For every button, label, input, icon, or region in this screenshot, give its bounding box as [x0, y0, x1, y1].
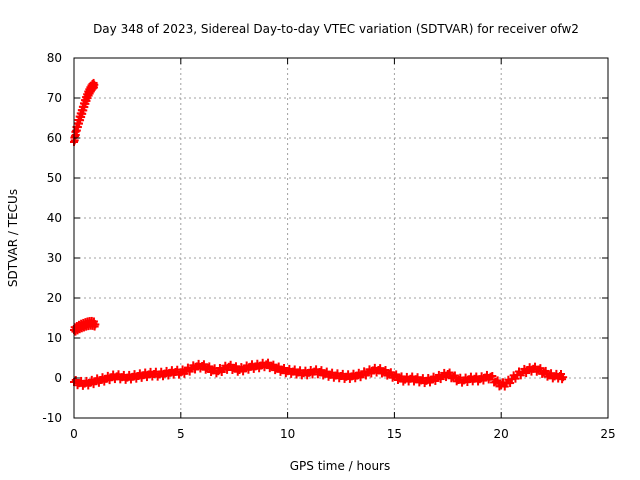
y-tick-label: 20	[47, 291, 62, 305]
x-tick-label: 25	[600, 427, 615, 441]
y-tick-label: 60	[47, 131, 62, 145]
x-tick-label: 0	[70, 427, 78, 441]
y-axis-label: SDTVAR / TECUs	[6, 189, 20, 287]
y-tick-label: 50	[47, 171, 62, 185]
x-tick-label: 20	[494, 427, 509, 441]
data-point-fill	[450, 371, 459, 380]
x-axis-label: GPS time / hours	[290, 459, 391, 473]
y-tick-label: 70	[47, 91, 62, 105]
x-tick-label: 10	[280, 427, 295, 441]
x-tick-label: 15	[387, 427, 402, 441]
data-point-fill	[493, 376, 502, 385]
chart-title: Day 348 of 2023, Sidereal Day-to-day VTE…	[93, 22, 579, 36]
x-tick-label: 5	[177, 427, 185, 441]
y-tick-label: -10	[42, 411, 62, 425]
y-tick-label: 10	[47, 331, 62, 345]
data-point	[90, 80, 99, 89]
plot-frame	[73, 57, 609, 419]
y-tick-label: 0	[54, 371, 62, 385]
y-tick-label: 80	[47, 51, 62, 65]
grid	[74, 58, 608, 418]
y-tick-label: 30	[47, 251, 62, 265]
data-points	[70, 78, 568, 391]
data-point-fill	[488, 372, 497, 380]
data-point-fill	[536, 364, 545, 373]
data-point	[91, 320, 100, 329]
data-point-fill	[445, 368, 454, 377]
y-tick-label: 40	[47, 211, 62, 225]
data-point	[559, 373, 568, 382]
axis-ticks: 0 5 10 15 20 25 -10 0 10 20 30 40 50 60 70 80	[42, 51, 615, 441]
data-point-fill	[541, 366, 550, 375]
